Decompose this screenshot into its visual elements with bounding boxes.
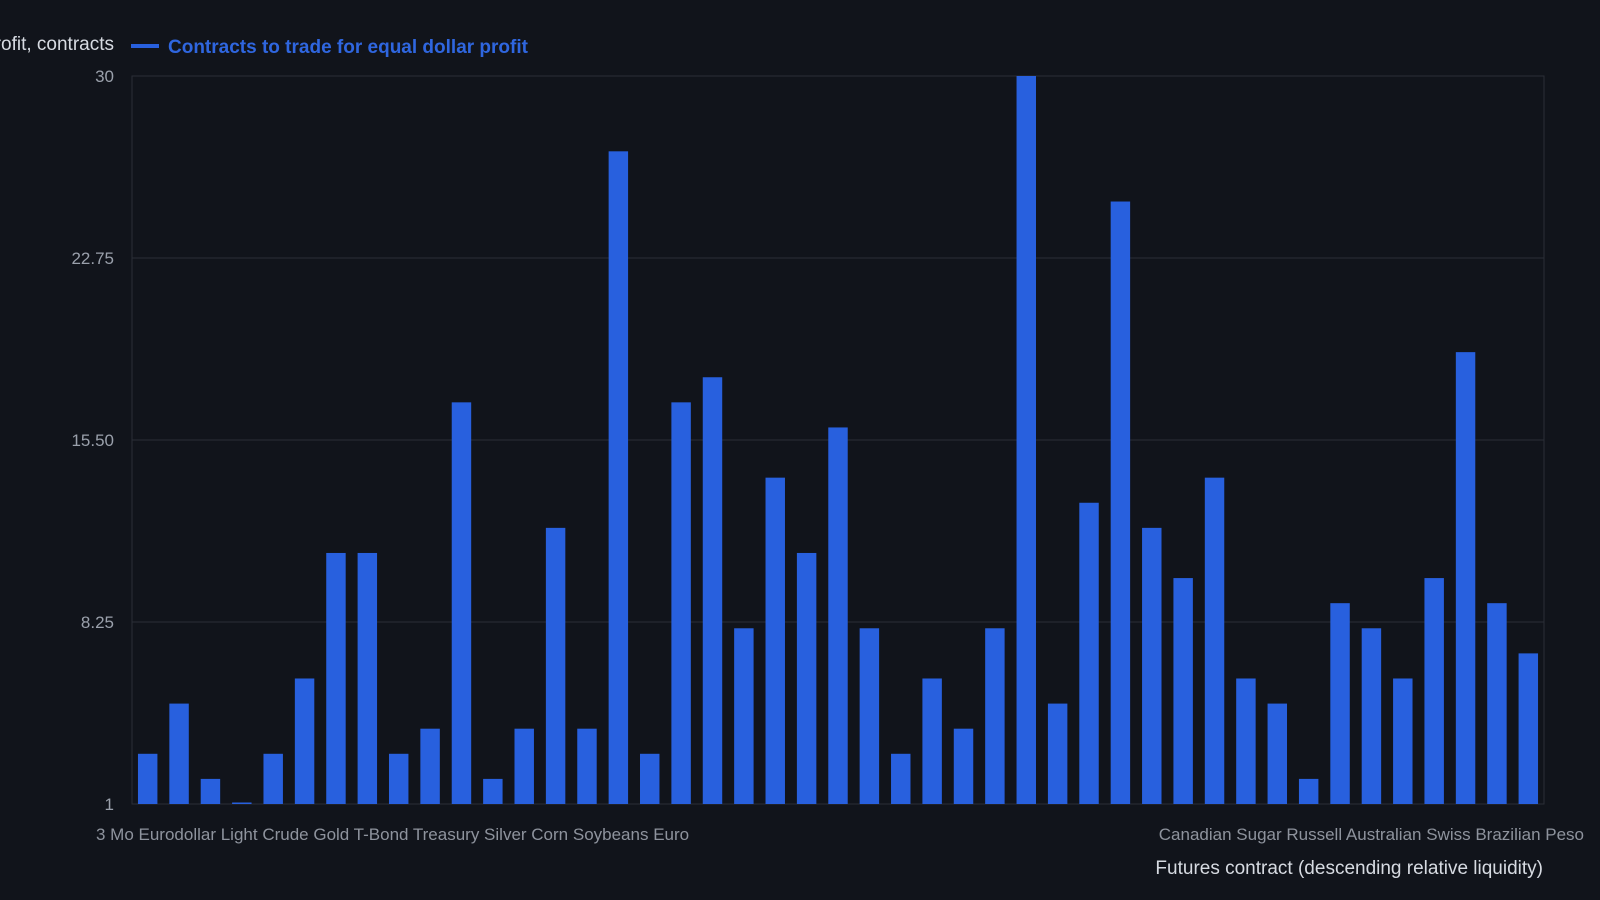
x-tick-labels-right: Canadian Sugar Russell Australian Swiss … xyxy=(1159,825,1584,844)
x-tick-labels-left: 3 Mo Eurodollar Light Crude Gold T-Bond … xyxy=(96,825,689,844)
bar xyxy=(1518,653,1539,804)
bar xyxy=(545,527,566,804)
bar xyxy=(1424,578,1444,804)
legend-label: Contracts to trade for equal dollar prof… xyxy=(168,37,529,58)
bar xyxy=(357,552,378,804)
y-tick-label: 8.25 xyxy=(81,613,114,632)
bar xyxy=(294,678,315,804)
y-tick-label: 1 xyxy=(105,795,114,814)
x-axis-ticks: 3 Mo Eurodollar Light Crude Gold T-Bond … xyxy=(96,825,1584,844)
bar xyxy=(1330,603,1350,804)
bar xyxy=(514,728,534,804)
bar xyxy=(765,477,785,804)
bar xyxy=(1016,76,1036,804)
bar xyxy=(1142,527,1162,804)
y-tick-label: 15.50 xyxy=(71,431,114,450)
bar xyxy=(1298,778,1319,804)
bar xyxy=(200,778,221,804)
legend: Equal dollar profit, contracts Contracts… xyxy=(0,34,529,58)
bar xyxy=(1204,477,1225,804)
bar xyxy=(796,552,817,804)
bar xyxy=(137,753,158,804)
bar xyxy=(891,753,911,804)
bar xyxy=(1267,703,1288,804)
bar-series xyxy=(137,76,1539,805)
bar xyxy=(1236,678,1256,804)
y-axis-label: Equal dollar profit, contracts xyxy=(0,34,114,55)
bar xyxy=(608,151,629,804)
bar xyxy=(1173,578,1193,804)
bar xyxy=(577,728,597,804)
bar xyxy=(420,728,440,804)
y-axis-ticks: 1 8.25 15.50 22.75 30 xyxy=(71,67,114,814)
bar xyxy=(1361,628,1382,804)
bar xyxy=(953,728,974,804)
bar xyxy=(169,703,189,804)
bar xyxy=(859,628,880,804)
bar xyxy=(671,402,691,804)
bar xyxy=(1079,502,1099,804)
bar xyxy=(828,427,848,804)
bar xyxy=(734,628,754,804)
bar xyxy=(326,552,346,804)
bar xyxy=(1455,352,1476,804)
bar xyxy=(702,377,723,804)
bar xyxy=(232,802,252,804)
bar xyxy=(1393,678,1413,804)
bar xyxy=(985,628,1005,804)
bar xyxy=(388,753,409,804)
bar xyxy=(483,778,503,804)
bar xyxy=(1047,703,1068,804)
y-tick-label: 30 xyxy=(95,67,114,86)
y-tick-label: 22.75 xyxy=(71,249,114,268)
bar xyxy=(1110,201,1131,805)
bar xyxy=(451,402,472,804)
bar xyxy=(263,753,283,804)
x-axis-label: Futures contract (descending relative li… xyxy=(1155,858,1543,879)
bar xyxy=(640,753,660,804)
bar xyxy=(922,678,942,804)
bar xyxy=(1487,603,1507,804)
